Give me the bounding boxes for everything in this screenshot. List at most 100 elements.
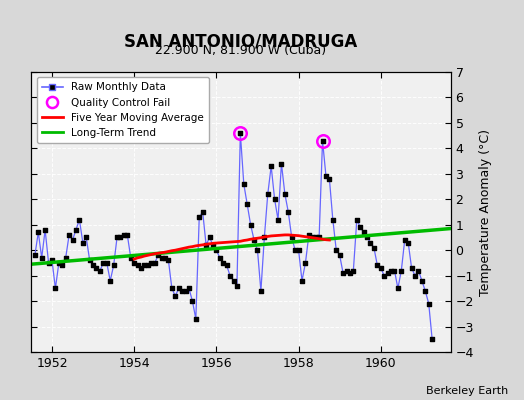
Point: [260, 234, 268, 241]
Point: [215, 255, 224, 261]
Point: [281, 191, 289, 197]
Point: [325, 176, 334, 182]
Point: [339, 270, 347, 276]
Point: [85, 257, 94, 264]
Point: [219, 260, 227, 266]
Point: [312, 234, 320, 241]
Point: [267, 163, 275, 169]
Point: [212, 247, 221, 253]
Point: [154, 252, 162, 258]
Point: [319, 138, 327, 144]
Point: [400, 237, 409, 243]
Point: [377, 265, 385, 271]
Point: [288, 234, 296, 241]
Point: [140, 262, 149, 269]
Point: [257, 288, 265, 294]
Point: [79, 239, 87, 246]
Point: [356, 224, 364, 230]
Point: [45, 260, 53, 266]
Point: [150, 260, 159, 266]
Point: [106, 278, 114, 284]
Point: [103, 260, 111, 266]
Point: [174, 285, 183, 292]
Point: [253, 247, 261, 253]
Point: [123, 232, 132, 238]
Point: [119, 232, 128, 238]
Point: [308, 234, 316, 241]
Point: [195, 214, 203, 220]
Point: [164, 257, 172, 264]
Point: [387, 267, 395, 274]
Point: [34, 229, 42, 236]
Point: [116, 234, 125, 241]
Point: [92, 265, 101, 271]
Point: [51, 285, 60, 292]
Point: [428, 336, 436, 342]
Point: [41, 227, 49, 233]
Point: [75, 216, 84, 223]
Point: [291, 247, 299, 253]
Point: [414, 267, 423, 274]
Point: [366, 239, 375, 246]
Point: [315, 234, 323, 241]
Point: [301, 260, 310, 266]
Point: [31, 252, 39, 258]
Point: [127, 255, 135, 261]
Point: [161, 255, 169, 261]
Point: [188, 298, 196, 304]
Point: [134, 262, 142, 269]
Point: [65, 232, 73, 238]
Point: [284, 209, 292, 215]
Point: [397, 267, 406, 274]
Point: [373, 262, 381, 269]
Point: [390, 267, 399, 274]
Point: [246, 222, 255, 228]
Point: [394, 285, 402, 292]
Point: [68, 237, 77, 243]
Point: [82, 234, 91, 241]
Text: 22.900 N, 81.900 W (Cuba): 22.900 N, 81.900 W (Cuba): [156, 44, 326, 57]
Point: [380, 272, 388, 279]
Legend: Raw Monthly Data, Quality Control Fail, Five Year Moving Average, Long-Term Tren: Raw Monthly Data, Quality Control Fail, …: [37, 77, 209, 143]
Point: [353, 216, 361, 223]
Point: [250, 237, 258, 243]
Point: [424, 300, 433, 307]
Point: [99, 260, 107, 266]
Point: [349, 267, 357, 274]
Point: [322, 173, 330, 180]
Point: [384, 270, 392, 276]
Point: [89, 262, 97, 269]
Point: [274, 216, 282, 223]
Point: [72, 227, 80, 233]
Point: [243, 201, 252, 208]
Point: [239, 181, 248, 187]
Point: [58, 262, 67, 269]
Point: [130, 260, 138, 266]
Point: [264, 191, 272, 197]
Point: [329, 216, 337, 223]
Point: [185, 285, 193, 292]
Point: [304, 232, 313, 238]
Point: [335, 252, 344, 258]
Point: [199, 209, 207, 215]
Point: [363, 234, 372, 241]
Point: [205, 234, 214, 241]
Point: [144, 262, 152, 269]
Point: [38, 255, 46, 261]
Point: [61, 255, 70, 261]
Point: [48, 257, 56, 264]
Point: [359, 229, 368, 236]
Point: [342, 267, 351, 274]
Point: [192, 316, 200, 322]
Point: [226, 272, 234, 279]
Text: Berkeley Earth: Berkeley Earth: [426, 386, 508, 396]
Point: [270, 196, 279, 202]
Point: [332, 247, 341, 253]
Point: [277, 160, 286, 167]
Point: [168, 285, 176, 292]
Point: [230, 278, 238, 284]
Point: [137, 265, 145, 271]
Point: [411, 272, 419, 279]
Point: [233, 283, 241, 289]
Point: [346, 270, 354, 276]
